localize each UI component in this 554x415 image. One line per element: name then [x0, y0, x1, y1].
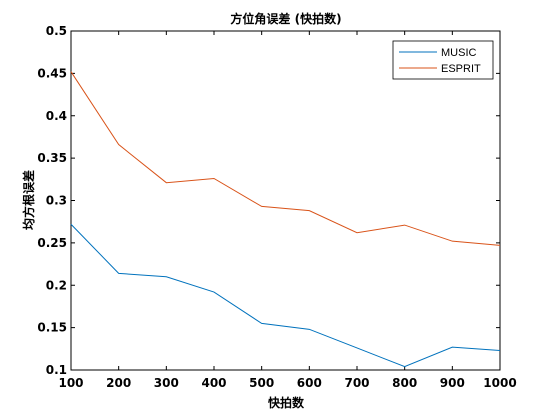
- y-axis-label: 均方根误差: [21, 170, 36, 230]
- y-tick-label: 0.5: [46, 24, 67, 38]
- x-tick-label: 100: [58, 376, 83, 390]
- y-tick-label: 0.1: [46, 363, 67, 377]
- x-axis-label: 快拍数: [268, 395, 305, 410]
- x-tick-label: 300: [154, 376, 179, 390]
- legend-box: [392, 40, 494, 80]
- x-tick-label: 800: [392, 376, 417, 390]
- y-tick-label: 0.45: [37, 66, 67, 80]
- x-tick-label: 700: [344, 376, 369, 390]
- y-tick-label: 0.3: [46, 194, 67, 208]
- legend: MUSIC ESPRIT: [392, 40, 494, 80]
- x-tick-label: 600: [297, 376, 322, 390]
- y-tick-label: 0.25: [37, 236, 67, 250]
- x-tick-label: 200: [106, 376, 131, 390]
- x-tick-label: 400: [201, 376, 226, 390]
- y-tick-label: 0.15: [37, 321, 67, 335]
- x-tick-label: 900: [440, 376, 465, 390]
- y-tick-label: 0.35: [37, 151, 67, 165]
- y-axis: 0.1 0.15 0.2 0.25 0.3 0.35 0.4 0.45 0.5: [37, 24, 500, 377]
- y-tick-label: 0.2: [46, 278, 67, 292]
- legend-label-esprit: ESPRIT: [441, 63, 481, 75]
- series-lines: [70, 71, 501, 368]
- x-tick-label: 500: [249, 376, 274, 390]
- legend-label-music: MUSIC: [441, 47, 477, 59]
- x-tick-label: 1000: [483, 376, 516, 390]
- x-axis: 100 200 300 400 500 600 700 800 900 1000: [58, 31, 517, 390]
- plot-area: [70, 30, 501, 371]
- y-tick-label: 0.4: [46, 109, 67, 123]
- series-line-music: [70, 223, 501, 368]
- series-line-esprit: [70, 71, 501, 246]
- chart-title: 方位角误差 (快拍数): [230, 11, 341, 26]
